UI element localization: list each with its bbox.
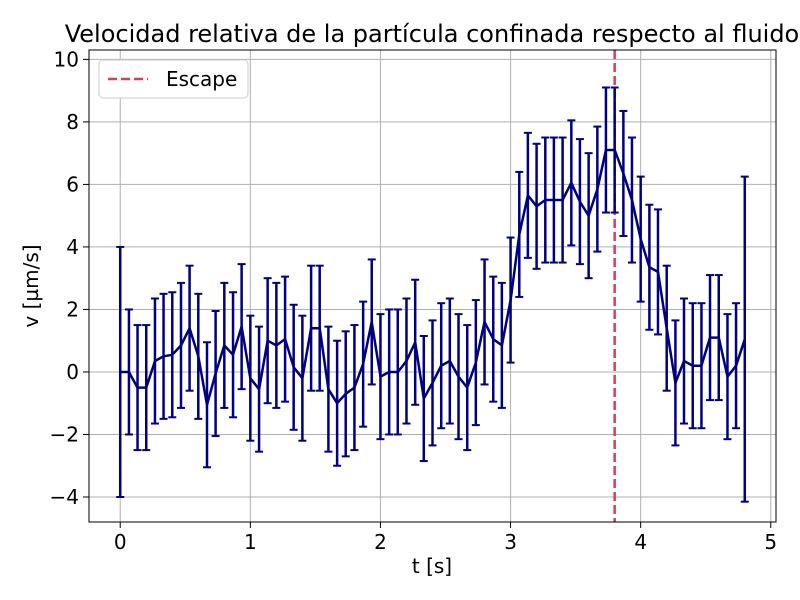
- y-axis-label: v [µm/s]: [19, 244, 43, 327]
- legend-label-escape: Escape: [166, 67, 237, 91]
- y-tick-label: −2: [50, 422, 79, 446]
- legend: Escape: [98, 59, 249, 99]
- x-axis-label: t [s]: [412, 554, 452, 578]
- series-group: [116, 86, 749, 503]
- x-tick-label: 0: [114, 530, 127, 554]
- y-tick-label: 8: [66, 110, 79, 134]
- y-tick-label: 0: [66, 360, 79, 384]
- grid-lines: [89, 50, 776, 522]
- y-tick-label: 4: [66, 235, 79, 259]
- series-line: [120, 148, 746, 407]
- plot-area-frame: [88, 49, 777, 523]
- x-axis-ticks: 0 1 2 3 4 5: [114, 522, 777, 554]
- x-tick-label: 1: [244, 530, 257, 554]
- y-tick-label: −4: [50, 485, 79, 509]
- y-tick-label: 2: [66, 297, 79, 321]
- x-tick-label: 5: [764, 530, 777, 554]
- legend-box: [98, 59, 249, 99]
- y-tick-label: 10: [54, 47, 79, 71]
- x-tick-label: 3: [504, 530, 517, 554]
- y-axis-ticks: −4 −2 0 2 4 6 8 10: [50, 47, 89, 509]
- chart-title: Velocidad relativa de la partícula confi…: [65, 20, 800, 48]
- x-tick-label: 4: [634, 530, 647, 554]
- y-tick-label: 6: [66, 172, 79, 196]
- x-tick-label: 2: [374, 530, 387, 554]
